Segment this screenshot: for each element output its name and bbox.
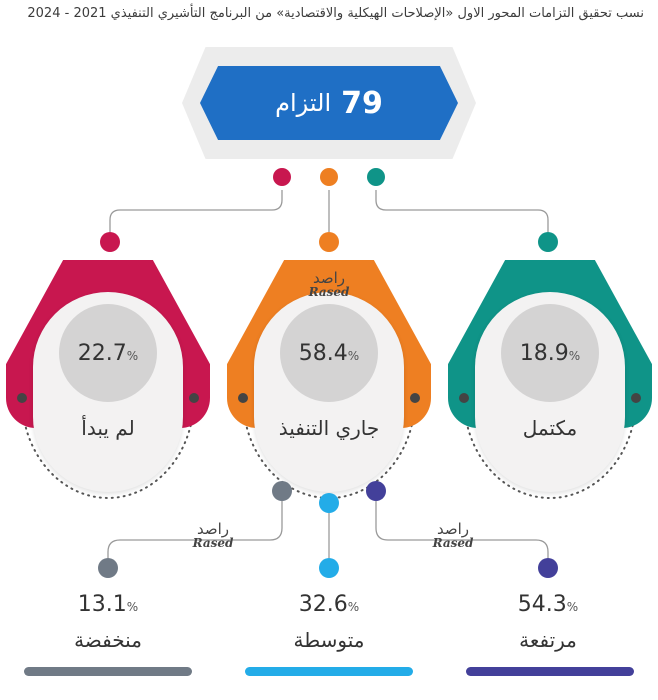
unit-high: % <box>566 600 579 614</box>
value-low-wrap: 13.1% <box>38 592 178 617</box>
dot-not-started <box>100 232 120 252</box>
dot-medium-top <box>319 493 339 513</box>
label-not-started: لم يبدأ <box>81 416 135 440</box>
dot-high <box>538 558 558 578</box>
value-completed: 18.9 <box>519 340 569 366</box>
brand-en: Rased <box>432 536 474 550</box>
brand-ar: راصد <box>312 269 346 287</box>
dot-not-started-top <box>273 168 291 186</box>
value-high-wrap: 54.3% <box>478 592 618 617</box>
label-in-progress: جاري التنفيذ <box>278 416 380 440</box>
value-circle-not-started: 22.7% <box>59 304 157 402</box>
value-high: 54.3 <box>517 592 567 617</box>
value-circle-in-progress: 58.4% <box>280 304 378 402</box>
value-in-progress: 58.4 <box>298 340 348 366</box>
brand-en: Rased <box>308 285 350 299</box>
value-not-started: 22.7 <box>77 340 127 366</box>
bar-high <box>466 667 634 676</box>
label-medium: متوسطة <box>293 628 365 652</box>
bar-medium <box>245 667 413 676</box>
brand-ar: راصد <box>436 520 470 538</box>
brand-logo: راصد Rased <box>168 520 258 550</box>
side-dot <box>17 393 27 403</box>
total-value: 79 <box>341 85 383 121</box>
unit-low: % <box>126 600 139 614</box>
dot-completed-top <box>367 168 385 186</box>
dot-in-progress <box>319 232 339 252</box>
value-medium: 32.6 <box>298 592 348 617</box>
dot-completed <box>538 232 558 252</box>
unit-not-started: % <box>126 349 139 363</box>
side-dot <box>238 393 248 403</box>
bar-low <box>24 667 192 676</box>
brand-ar: راصد <box>196 520 230 538</box>
dot-low-top <box>272 481 292 501</box>
label-completed: مكتمل <box>522 416 578 440</box>
side-dot <box>459 393 469 403</box>
total-box: 79 التزام <box>200 66 458 140</box>
value-circle-completed: 18.9% <box>501 304 599 402</box>
side-dot <box>189 393 199 403</box>
value-low: 13.1 <box>77 592 127 617</box>
dot-high-top <box>366 481 386 501</box>
dot-in-progress-top <box>320 168 338 186</box>
unit-completed: % <box>568 349 581 363</box>
chart-title: نسب تحقيق التزامات المحور الاول «الإصلاح… <box>27 6 644 21</box>
side-dot <box>410 393 420 403</box>
total-label: التزام <box>275 89 332 117</box>
label-low: منخفضة <box>74 628 142 652</box>
value-medium-wrap: 32.6% <box>259 592 399 617</box>
dot-low <box>98 558 118 578</box>
label-high: مرتفعة <box>519 628 577 652</box>
dot-medium <box>319 558 339 578</box>
brand-en: Rased <box>192 536 234 550</box>
unit-medium: % <box>347 600 360 614</box>
side-dot <box>631 393 641 403</box>
brand-logo: راصد Rased <box>408 520 498 550</box>
unit-in-progress: % <box>347 349 360 363</box>
brand-logo: راصد Rased <box>284 269 374 299</box>
